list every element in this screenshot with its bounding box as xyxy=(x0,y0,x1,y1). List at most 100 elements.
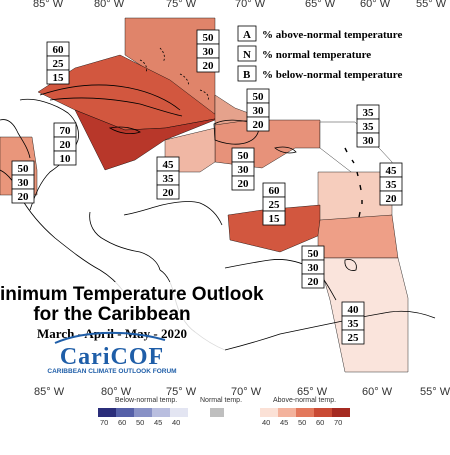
map-legend: A % above-normal temperature N % normal … xyxy=(237,25,402,82)
prob-cell xyxy=(356,132,380,148)
legend-text-above: % above-normal temperature xyxy=(262,29,402,41)
lon-label-80w: 80° W xyxy=(94,0,125,10)
prob-normal: 25 xyxy=(53,58,65,70)
prob-cell xyxy=(11,188,35,204)
prob-normal: 35 xyxy=(163,173,175,185)
prob-normal: 30 xyxy=(253,105,265,117)
prob-above: 50 xyxy=(203,32,215,44)
prob-cell xyxy=(156,184,180,200)
prob-below: 10 xyxy=(60,153,72,165)
colorbar-below-swatch xyxy=(152,408,170,417)
prob-box-northern-leewards: 35 35 30 xyxy=(356,104,380,148)
region-windwards-trinidad xyxy=(317,214,399,259)
colorbar-tick: 50 xyxy=(136,418,144,427)
prob-cell xyxy=(262,210,286,226)
longitude-labels: 85° W 80° W 75° W 70° W 65° W 60° W 55° … xyxy=(33,0,450,398)
title-backdrop xyxy=(0,282,225,377)
prob-cell xyxy=(341,329,365,345)
prob-normal: 20 xyxy=(60,139,72,151)
lon-label-60w-bottom: 60° W xyxy=(362,386,393,398)
colorbar-below-swatch xyxy=(98,408,116,417)
prob-box-turks-caicos: 50 30 20 xyxy=(246,88,270,132)
colorbar-tick: 45 xyxy=(154,418,162,427)
colorbar-tick: 60 xyxy=(118,418,126,427)
prob-below: 20 xyxy=(386,193,398,205)
prob-below: 15 xyxy=(53,72,65,84)
prob-below: 30 xyxy=(363,135,375,147)
colorbar: Below-normal temp. Normal temp. Above-no… xyxy=(98,397,350,427)
prob-normal: 25 xyxy=(269,199,281,211)
prob-box-belize-central: 50 30 20 xyxy=(11,160,35,204)
lon-label-65w: 65° W xyxy=(305,0,336,10)
prob-cell xyxy=(53,150,77,166)
prob-below: 20 xyxy=(163,187,175,199)
colorbar-below-ticks: 70 60 50 45 40 xyxy=(100,418,180,427)
brand-subtitle: CARIBBEAN CLIMATE OUTLOOK FORUM xyxy=(47,368,176,375)
prob-normal: 30 xyxy=(18,177,30,189)
colorbar-tick: 70 xyxy=(100,418,108,427)
colorbar-tick: 40 xyxy=(172,418,180,427)
lon-label-65w-bottom: 65° W xyxy=(297,386,328,398)
lon-label-75w: 75° W xyxy=(166,0,197,10)
prob-cell xyxy=(196,57,220,73)
colorbar-tick: 50 xyxy=(298,418,306,427)
lon-label-85w: 85° W xyxy=(33,0,64,10)
prob-box-leeward-islands: 45 35 20 xyxy=(379,162,403,206)
prob-below: 20 xyxy=(238,178,250,190)
prob-normal: 30 xyxy=(203,46,215,58)
colorbar-above-swatch xyxy=(260,408,278,417)
prob-box-jamaica-south: 45 35 20 xyxy=(156,156,180,200)
legend-text-normal: % normal temperature xyxy=(262,49,371,61)
lon-label-70w-bottom: 70° W xyxy=(231,386,262,398)
brand-name: CariCOF xyxy=(60,344,164,370)
lon-label-80w-bottom: 80° W xyxy=(101,386,132,398)
prob-box-windwards-trinidad: 50 30 20 xyxy=(301,245,325,289)
lon-label-60w: 60° W xyxy=(360,0,391,10)
prob-box-hispaniola: 50 30 20 xyxy=(231,147,255,191)
lon-label-55w-bottom: 55° W xyxy=(420,386,450,398)
prob-below: 20 xyxy=(18,191,30,203)
prob-above: 50 xyxy=(308,248,320,260)
prob-above: 60 xyxy=(269,185,281,197)
colorbar-below-swatch xyxy=(116,408,134,417)
map-subtitle: for the Caribbean xyxy=(33,304,190,325)
prob-above: 70 xyxy=(60,125,72,137)
prob-box-cayman-jamaica: 70 20 10 xyxy=(53,122,77,166)
prob-cell xyxy=(379,190,403,206)
colorbar-below-swatches xyxy=(98,408,188,417)
map-title: inimum Temperature Outlook xyxy=(0,284,264,305)
prob-cell xyxy=(46,69,70,85)
prob-below: 25 xyxy=(348,332,360,344)
colorbar-tick: 70 xyxy=(334,418,342,427)
prob-box-guianas: 40 35 25 xyxy=(341,301,365,345)
prob-below: 20 xyxy=(308,276,320,288)
prob-below: 15 xyxy=(269,213,281,225)
prob-above: 45 xyxy=(386,165,398,177)
prob-normal: 35 xyxy=(386,179,398,191)
prob-below: 20 xyxy=(253,119,265,131)
colorbar-above-swatch xyxy=(314,408,332,417)
prob-above: 40 xyxy=(348,304,360,316)
legend-item-normal: N % normal temperature xyxy=(237,45,371,62)
lon-label-85w-bottom: 85° W xyxy=(34,386,65,398)
lon-label-75w-bottom: 75° W xyxy=(166,386,197,398)
lon-label-55w: 55° W xyxy=(416,0,447,10)
prob-box-abc-islands: 60 25 15 xyxy=(262,182,286,226)
legend-text-below: % below-normal temperature xyxy=(262,69,402,81)
colorbar-above-ticks: 40 45 50 60 70 xyxy=(262,418,342,427)
colorbar-above-swatch xyxy=(332,408,350,417)
colorbar-below-swatch xyxy=(170,408,188,417)
prob-above: 60 xyxy=(53,44,65,56)
region-cayman-jamaica xyxy=(74,109,221,171)
legend-letter-a: A xyxy=(243,29,251,41)
colorbar-tick: 40 xyxy=(262,418,270,427)
legend-letter-b: B xyxy=(243,69,251,81)
prob-box-florida-bahamas-north: 50 30 20 xyxy=(196,29,220,73)
colorbar-tick: 60 xyxy=(316,418,324,427)
colorbar-below-swatch xyxy=(134,408,152,417)
probability-boxes: 50 30 20 60 25 15 70 20 10 50 30 20 50 30 20 50 30 20 45 35… xyxy=(11,29,403,345)
prob-normal: 35 xyxy=(348,318,360,330)
prob-cell xyxy=(231,175,255,191)
